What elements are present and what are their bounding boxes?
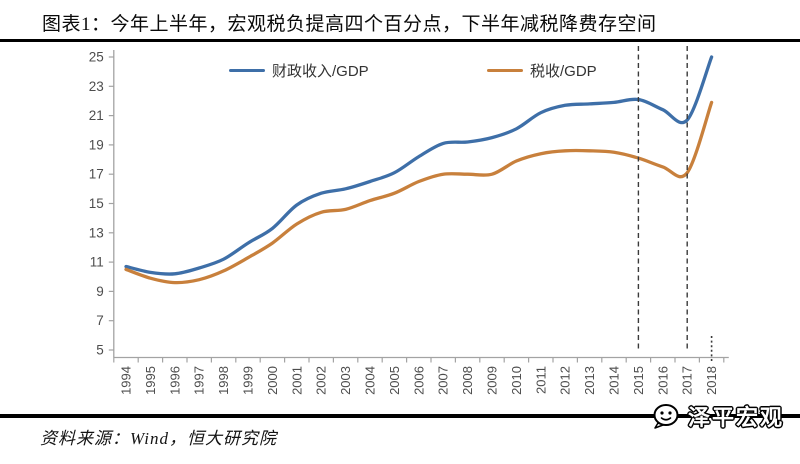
annotation-lines bbox=[637, 46, 713, 361]
figure-title: 图表1：今年上半年，宏观税负提高四个百分点，下半年减税降费存空间 bbox=[42, 14, 657, 35]
svg-text:1996: 1996 bbox=[167, 366, 182, 395]
legend-label-fiscal: 财政收入/GDP bbox=[272, 63, 369, 80]
title-divider-rule bbox=[0, 39, 800, 42]
svg-text:2008: 2008 bbox=[460, 366, 475, 395]
svg-text:5: 5 bbox=[96, 343, 104, 358]
svg-text:1995: 1995 bbox=[143, 366, 158, 395]
fiscal-line-swatch-icon bbox=[229, 68, 265, 73]
svg-text:2015: 2015 bbox=[631, 366, 646, 395]
x-axis-labels: 1994 1995 1996 1997 1998 1999 2000 2001 2002 2003… bbox=[119, 366, 720, 395]
svg-text:2011: 2011 bbox=[533, 366, 548, 394]
svg-text:1997: 1997 bbox=[192, 366, 207, 395]
svg-text:2000: 2000 bbox=[265, 366, 280, 395]
svg-text:2009: 2009 bbox=[485, 366, 500, 395]
svg-text:2003: 2003 bbox=[338, 366, 353, 395]
svg-text:19: 19 bbox=[89, 137, 104, 152]
svg-text:11: 11 bbox=[90, 255, 104, 270]
svg-text:2010: 2010 bbox=[509, 366, 524, 395]
legend-item-tax: 税收/GDP bbox=[487, 60, 597, 81]
svg-text:23: 23 bbox=[89, 79, 104, 94]
svg-text:15: 15 bbox=[89, 196, 104, 211]
svg-text:1998: 1998 bbox=[216, 366, 231, 395]
svg-text:1994: 1994 bbox=[119, 366, 134, 395]
svg-text:1999: 1999 bbox=[241, 366, 256, 395]
legend-label-tax: 税收/GDP bbox=[530, 63, 597, 80]
watermark-text: 泽平宏观 bbox=[688, 405, 785, 430]
zeping-face-icon bbox=[653, 404, 679, 429]
svg-text:2007: 2007 bbox=[436, 366, 451, 395]
svg-text:2001: 2001 bbox=[289, 366, 304, 395]
svg-text:2016: 2016 bbox=[655, 366, 670, 395]
svg-text:7: 7 bbox=[96, 313, 104, 328]
svg-text:2012: 2012 bbox=[558, 366, 573, 395]
svg-text:2002: 2002 bbox=[314, 366, 329, 395]
series-line-0 bbox=[124, 55, 714, 276]
svg-text:17: 17 bbox=[89, 167, 104, 182]
svg-text:9: 9 bbox=[96, 284, 104, 299]
svg-text:25: 25 bbox=[89, 50, 104, 65]
footer-divider-rule bbox=[0, 414, 800, 418]
tax-line-swatch-icon bbox=[487, 68, 523, 73]
axes bbox=[113, 50, 729, 363]
svg-text:2017: 2017 bbox=[680, 366, 695, 395]
legend-item-fiscal: 财政收入/GDP bbox=[229, 60, 369, 81]
series-line-1 bbox=[124, 100, 714, 285]
svg-text:2004: 2004 bbox=[363, 366, 378, 395]
svg-text:2013: 2013 bbox=[582, 366, 597, 395]
y-axis-labels: 5 7 9 11 13 15 17 19 21 23 25 bbox=[89, 50, 114, 358]
svg-text:21: 21 bbox=[89, 108, 104, 123]
svg-text:2005: 2005 bbox=[387, 366, 402, 395]
svg-text:2018: 2018 bbox=[704, 366, 719, 395]
source-note: 资料来源：Wind，恒大研究院 bbox=[40, 429, 277, 448]
svg-text:13: 13 bbox=[89, 225, 104, 240]
svg-text:2006: 2006 bbox=[411, 366, 426, 395]
svg-text:2014: 2014 bbox=[607, 366, 622, 395]
watermark: 泽平宏观 bbox=[652, 400, 784, 432]
